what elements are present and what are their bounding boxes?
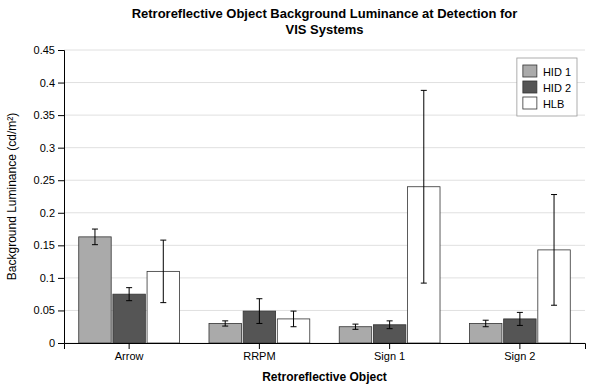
tick-mark (58, 278, 64, 279)
legend-label: HID 1 (543, 66, 571, 78)
grid-line (64, 212, 585, 213)
x-axis: Arrow RRPM Sign 1 Sign 2 (65, 343, 586, 362)
y-tick: 0 (49, 337, 64, 349)
grid-line (64, 50, 585, 51)
error-bars (92, 229, 489, 329)
error-bar (551, 195, 557, 306)
tick-label: 0.35 (34, 109, 55, 121)
title-line: Retroreflective Object Background Lumina… (132, 6, 518, 21)
tick-mark (519, 343, 520, 349)
tick-mark (58, 213, 64, 214)
grid (64, 50, 585, 343)
series (147, 187, 570, 343)
y-tick: 0.3 (40, 142, 64, 154)
chart: Arrow RRPM Sign 1 Sign 2 0 0.05 0.1 0.15 0.2 0.25… (0, 0, 600, 391)
x-tick: Sign 2 (504, 343, 535, 362)
title: Retroreflective Object Background Lumina… (132, 6, 518, 37)
error-bar (160, 240, 166, 303)
legend-swatch (523, 65, 537, 77)
tick-label: Sign 2 (504, 350, 535, 362)
tick-label: 0.3 (40, 142, 55, 154)
x-tick: Sign 1 (374, 343, 405, 362)
error-bars (160, 90, 557, 326)
x-tick: Arrow (115, 343, 144, 362)
tick-mark (58, 148, 64, 149)
tick-mark (58, 310, 64, 311)
tick-label: 0.4 (40, 77, 55, 89)
marks (79, 90, 571, 343)
tick-label: 0.1 (40, 272, 55, 284)
tick-mark (58, 343, 64, 344)
legend-swatch (523, 81, 537, 93)
y-tick: 0.25 (34, 174, 64, 186)
y-tick: 0.1 (40, 272, 64, 284)
tick-mark (389, 343, 390, 349)
error-bar (483, 320, 489, 327)
tick-mark (129, 343, 130, 349)
grid-line (64, 82, 585, 83)
grid-line (64, 147, 585, 148)
title-line: VIS Systems (285, 22, 363, 37)
error-bar (92, 229, 98, 245)
error-bar (352, 324, 358, 329)
error-bar (421, 90, 427, 283)
axis-line (58, 51, 65, 344)
error-bar (291, 311, 297, 327)
legend-label: HID 2 (543, 82, 571, 94)
tick-label: 0.15 (34, 239, 55, 251)
tick-mark (259, 343, 260, 349)
y-tick: 0.15 (34, 239, 64, 251)
tick-mark (58, 83, 64, 84)
axis-line (65, 344, 586, 350)
legend-swatch (523, 97, 537, 109)
tick-mark (58, 180, 64, 181)
error-bar (387, 321, 393, 329)
bar (113, 294, 145, 343)
tick-label: 0 (49, 337, 55, 349)
grid-line (64, 245, 585, 246)
grid-line (64, 277, 585, 278)
y-tick: 0.45 (34, 44, 64, 56)
y-tick: 0.35 (34, 109, 64, 121)
error-bar (222, 321, 228, 326)
grid-line (64, 180, 585, 181)
tick-label: RRPM (243, 350, 275, 362)
tick-label: 0.2 (40, 207, 55, 219)
tick-mark (58, 245, 64, 246)
y-axis: 0 0.05 0.1 0.15 0.2 0.25 0.3 0.35 0.4 0.45 (34, 44, 65, 349)
y-tick: 0.05 (34, 304, 64, 316)
error-bar (126, 288, 132, 301)
y-axis-title: Background Luminance (cd/m²) (5, 113, 19, 280)
tick-label: 0.05 (34, 304, 55, 316)
tick-label: 0.45 (34, 44, 55, 56)
legend: HID 1 HID 2 HLB (517, 58, 577, 116)
tick-mark (58, 115, 64, 116)
tick-label: Arrow (115, 350, 144, 362)
legend-box (517, 58, 577, 116)
tick-label: 0.25 (34, 174, 55, 186)
y-tick: 0.4 (40, 77, 64, 89)
error-bar (256, 299, 262, 324)
error-bar (517, 312, 523, 325)
tick-label: Sign 1 (374, 350, 405, 362)
tick-mark (58, 50, 64, 51)
error-bars (126, 288, 523, 329)
legend-label: HLB (543, 98, 564, 110)
x-axis-title: Retroreflective Object (262, 370, 387, 384)
bar (79, 237, 111, 343)
y-tick: 0.2 (40, 207, 64, 219)
grid-line (64, 115, 585, 116)
x-tick: RRPM (243, 343, 275, 362)
